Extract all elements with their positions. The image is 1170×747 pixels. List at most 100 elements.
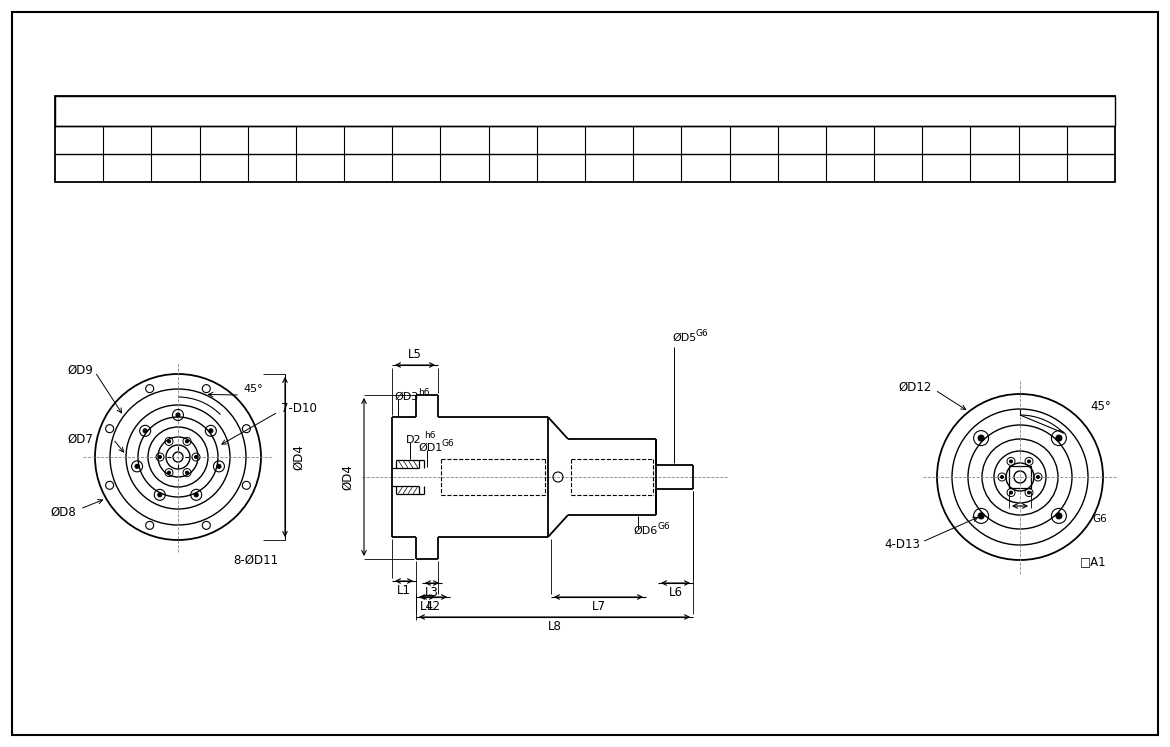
- Circle shape: [1055, 435, 1062, 441]
- Text: L1: L1: [397, 583, 411, 597]
- Text: 64: 64: [168, 161, 183, 175]
- Text: D6: D6: [311, 134, 329, 146]
- Text: 3: 3: [702, 161, 709, 175]
- Text: L2: L2: [746, 134, 760, 146]
- Text: D3: D3: [167, 134, 184, 146]
- Text: D1: D1: [70, 134, 88, 146]
- Text: 50: 50: [312, 161, 328, 175]
- Text: 5: 5: [943, 161, 950, 175]
- Circle shape: [1055, 513, 1062, 519]
- Text: L6: L6: [668, 586, 682, 598]
- Text: 20: 20: [71, 161, 87, 175]
- Circle shape: [186, 440, 188, 443]
- Text: ØD4: ØD4: [292, 444, 305, 470]
- Text: 14: 14: [264, 161, 280, 175]
- Circle shape: [1027, 491, 1031, 494]
- Text: D13: D13: [646, 134, 669, 146]
- Text: 86: 86: [216, 161, 230, 175]
- Text: 4.5: 4.5: [551, 161, 570, 175]
- Text: L5: L5: [408, 349, 422, 362]
- Circle shape: [158, 456, 161, 459]
- Text: L1: L1: [698, 134, 713, 146]
- Text: ØD1: ØD1: [418, 443, 442, 453]
- Text: D2: D2: [406, 435, 421, 445]
- Text: ØD12: ØD12: [899, 380, 932, 394]
- Circle shape: [158, 493, 161, 497]
- Text: D4: D4: [215, 134, 232, 146]
- Text: 4-D13: 4-D13: [885, 539, 920, 551]
- Text: 45°: 45°: [1090, 400, 1110, 414]
- Text: L4: L4: [844, 134, 856, 146]
- Text: D8: D8: [408, 134, 425, 146]
- Text: PG64-L1: PG64-L1: [556, 104, 614, 118]
- Circle shape: [1000, 476, 1004, 479]
- Text: 7: 7: [750, 161, 757, 175]
- Text: 8: 8: [895, 161, 902, 175]
- Text: G6: G6: [658, 522, 669, 531]
- Text: G6: G6: [696, 329, 709, 338]
- Text: D7: D7: [360, 134, 377, 146]
- Circle shape: [186, 471, 188, 474]
- Circle shape: [167, 471, 171, 474]
- Text: □A1: □A1: [1080, 556, 1107, 568]
- Text: 5: 5: [461, 161, 468, 175]
- Text: D12: D12: [597, 134, 621, 146]
- Circle shape: [176, 413, 180, 417]
- Bar: [55, 96, 1115, 126]
- Text: M4: M4: [648, 161, 666, 175]
- Text: D5: D5: [263, 134, 280, 146]
- Text: L7: L7: [987, 134, 1002, 146]
- Text: 7-D10: 7-D10: [281, 403, 317, 415]
- Bar: [1009, 466, 1031, 488]
- Circle shape: [208, 429, 213, 433]
- Text: 79: 79: [408, 161, 424, 175]
- Circle shape: [1037, 476, 1039, 479]
- Text: D11: D11: [549, 134, 573, 146]
- Text: L7: L7: [592, 600, 606, 613]
- Text: D9: D9: [456, 134, 473, 146]
- Circle shape: [978, 435, 984, 441]
- Text: 45°: 45°: [243, 384, 262, 394]
- Text: D10: D10: [501, 134, 524, 146]
- Text: 31.5: 31.5: [356, 161, 381, 175]
- Text: L5: L5: [892, 134, 906, 146]
- Bar: [55, 96, 1115, 182]
- Text: M5: M5: [504, 161, 522, 175]
- Circle shape: [978, 513, 984, 519]
- Text: L8: L8: [548, 619, 562, 633]
- Circle shape: [1027, 460, 1031, 463]
- Text: L6: L6: [940, 134, 954, 146]
- Text: 40: 40: [119, 161, 135, 175]
- Text: 70: 70: [601, 161, 617, 175]
- Text: 8-ØD11: 8-ØD11: [233, 554, 278, 566]
- Circle shape: [194, 456, 198, 459]
- Text: L2: L2: [427, 600, 441, 613]
- Text: 60: 60: [1083, 161, 1099, 175]
- Text: L8: L8: [1035, 134, 1049, 146]
- Text: A1: A1: [1083, 134, 1099, 146]
- Circle shape: [216, 465, 221, 468]
- Circle shape: [194, 493, 198, 497]
- Text: 19.5: 19.5: [837, 161, 863, 175]
- Text: G6: G6: [442, 439, 455, 448]
- Circle shape: [167, 440, 171, 443]
- Text: ØD6: ØD6: [633, 526, 658, 536]
- Text: D2: D2: [119, 134, 136, 146]
- Text: ØD4: ØD4: [342, 464, 355, 490]
- Text: ØD8: ØD8: [50, 506, 76, 518]
- Text: ØD5: ØD5: [672, 333, 696, 343]
- Text: 38: 38: [987, 161, 1002, 175]
- Text: L3: L3: [794, 134, 808, 146]
- Text: 4: 4: [798, 161, 806, 175]
- Text: L4: L4: [420, 600, 434, 613]
- Text: ØD9: ØD9: [67, 364, 92, 376]
- Circle shape: [135, 465, 139, 468]
- Circle shape: [143, 429, 147, 433]
- Text: h6: h6: [424, 431, 435, 440]
- Text: ØD7: ØD7: [67, 433, 92, 445]
- Circle shape: [1010, 460, 1012, 463]
- Text: G6: G6: [1092, 514, 1107, 524]
- Circle shape: [1010, 491, 1012, 494]
- Text: h6: h6: [418, 388, 429, 397]
- Text: ØD3: ØD3: [394, 392, 418, 402]
